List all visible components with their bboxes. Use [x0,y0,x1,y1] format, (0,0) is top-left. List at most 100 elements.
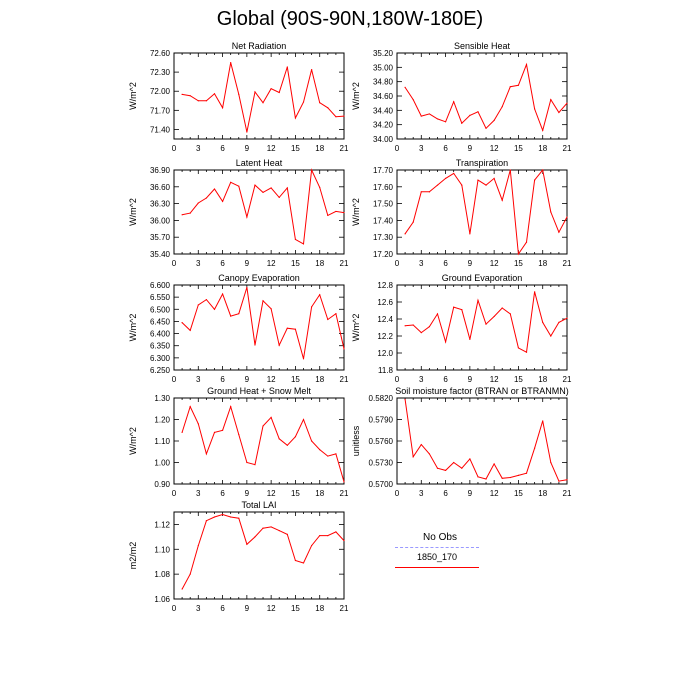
panel-title: Ground Evaporation [442,273,523,283]
x-tick-label: 21 [340,604,349,613]
data-point [181,431,183,433]
data-point [221,107,224,109]
data-point [477,299,479,301]
data-point [246,543,248,545]
y-tick-label: 72.30 [150,68,171,77]
data-point [197,100,199,102]
y-axis-label: W/m^2 [351,82,361,110]
data-point [262,102,264,104]
data-point [444,341,447,343]
y-tick-label: 36.60 [150,183,171,192]
x-tick-label: 18 [315,144,324,153]
x-tick-label: 9 [468,375,473,384]
data-point [453,101,455,103]
y-axis-label: W/m^2 [351,314,361,342]
data-point [477,111,479,113]
x-tick-label: 12 [267,489,276,498]
x-tick-label: 18 [315,259,324,268]
x-tick-label: 15 [514,144,523,153]
data-point [286,444,288,446]
y-tick-label: 0.5700 [369,480,394,489]
data-point [302,562,305,564]
data-point [501,477,503,479]
data-point [566,479,568,481]
y-axis-label: W/m^2 [351,198,361,226]
data-point [262,191,264,193]
panel-title: Latent Heat [236,158,283,168]
y-tick-label: 0.5790 [369,416,394,425]
x-tick-label: 18 [315,604,324,613]
data-point [436,467,439,469]
x-tick-label: 0 [172,489,177,498]
x-tick-label: 15 [514,259,523,268]
x-tick-label: 0 [172,259,177,268]
y-axis-label: W/m^2 [128,314,138,342]
x-tick-label: 21 [340,144,349,153]
data-point [197,544,199,547]
x-tick-label: 21 [563,144,572,153]
x-tick-label: 6 [220,604,225,613]
panel-8: Soil moisture factor (BTRAN or BTRANMN)0… [351,386,572,498]
y-tick-label: 35.00 [373,63,394,72]
y-tick-label: 12.4 [377,315,393,324]
data-point [412,456,414,458]
data-point [420,191,422,193]
x-tick-label: 0 [395,489,400,498]
data-point [189,406,191,408]
y-tick-label: 6.600 [150,281,171,290]
y-tick-label: 6.450 [150,317,171,326]
y-tick-label: 12.2 [377,332,393,341]
data-point [461,467,463,469]
y-tick-label: 72.00 [150,87,171,96]
x-tick-label: 12 [490,259,499,268]
series-line [181,513,345,590]
panel-title: Transpiration [456,158,508,168]
x-tick-label: 12 [267,259,276,268]
x-tick-label: 18 [538,375,547,384]
data-point [436,118,439,120]
panel-title: Canopy Evaporation [218,273,300,283]
x-tick-label: 18 [538,144,547,153]
y-tick-label: 17.20 [373,250,394,259]
data-point [319,102,321,104]
x-tick-label: 3 [196,375,201,384]
series-line [181,287,345,359]
data-point [254,91,256,93]
data-point [278,91,280,94]
y-tick-label: 6.400 [150,330,171,339]
data-point [534,179,536,181]
panel-9: Total LAI 0 3 6 9 12 15 18 21 1.12 1.10 1.08 1.06 m2/… [128,500,349,613]
data-point [493,177,495,179]
x-tick-label: 12 [267,375,276,384]
data-point [221,513,224,516]
x-tick-label: 3 [196,144,201,153]
data-point [294,117,297,119]
y-tick-label: 17.40 [373,216,394,225]
data-point [542,169,544,171]
data-point [558,231,560,233]
data-point [286,327,288,329]
data-point [469,338,471,340]
data-point [189,573,191,575]
y-tick-label: 34.40 [373,106,394,115]
data-point [181,214,183,216]
data-point [302,101,305,103]
data-point [428,453,430,455]
data-point [469,458,471,460]
x-tick-label: 9 [245,259,250,268]
x-tick-label: 9 [468,144,473,153]
data-point [319,449,321,451]
data-point [327,535,329,537]
data-point [485,184,487,186]
data-point [428,113,430,115]
x-tick-label: 6 [220,375,225,384]
y-tick-label: 34.80 [373,78,394,87]
panel-3: Latent Heat 0 3 6 9 12 15 18 21 36.90 36.60 36.30 36… [128,158,349,268]
data-point [181,93,183,96]
data-point [343,481,345,483]
data-point [525,351,528,353]
panel-6: Ground Evaporation 0 3 6 9 12 15 18 21 12.8 12.6 12… [351,273,572,384]
data-point [270,187,272,189]
y-tick-label: 36.30 [150,200,171,209]
